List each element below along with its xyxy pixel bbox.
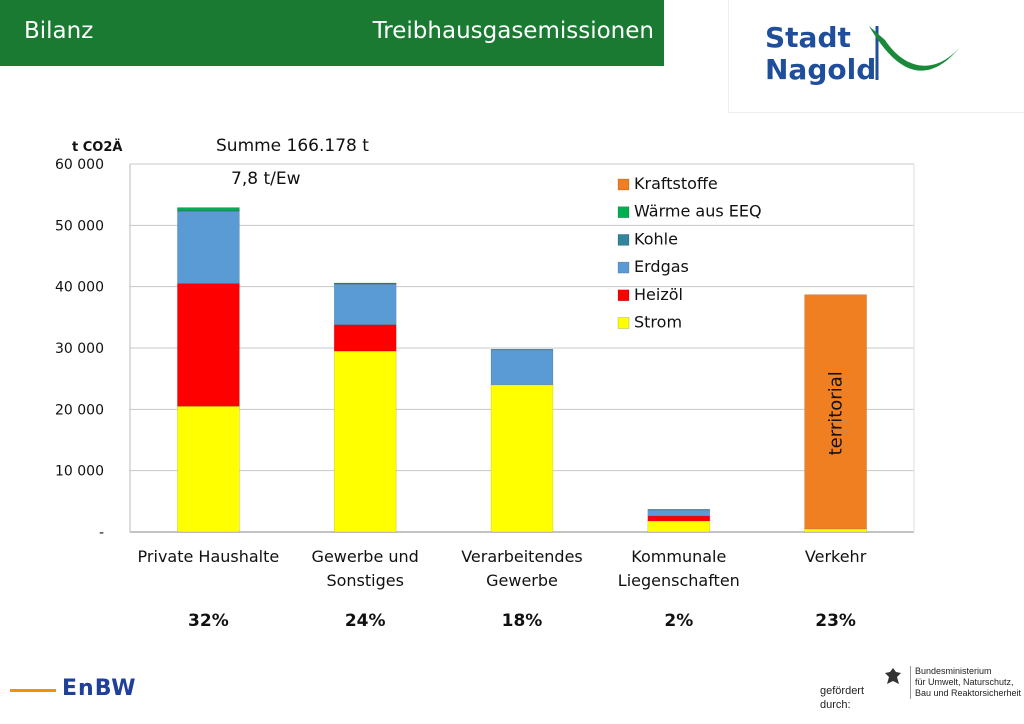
legend-label: Wärme aus EEQ: [634, 202, 762, 221]
y-tick-label: 10 000: [55, 464, 104, 480]
x-tick-label: Verkehr: [805, 547, 867, 566]
bar-segment: [177, 405, 240, 533]
bar-segment: [490, 349, 554, 386]
x-tick-label: Private Haushalte: [138, 547, 280, 566]
share-label: 24%: [345, 611, 386, 631]
x-tick-label: Liegenschaften: [618, 571, 740, 590]
x-tick-label: Gewerbe und: [312, 547, 419, 566]
share-label: 32%: [188, 611, 229, 631]
legend-label: Kraftstoffe: [634, 174, 718, 193]
bar-segment: [177, 207, 240, 211]
per-capita-annotation: 7,8 t/Ew: [231, 169, 301, 189]
legend-swatch: [617, 289, 630, 302]
chart-svg: - 10 000 20 000 30 000 40 000 50 000 60 000 t C…: [55, 136, 915, 631]
legend-swatch: [617, 234, 630, 246]
funded-line-2: durch:: [820, 699, 851, 711]
legend-label: Erdgas: [634, 257, 689, 276]
federal-eagle-icon: [885, 668, 901, 684]
bar-segment: [333, 283, 397, 325]
logo-line-2: Nagold: [765, 53, 877, 86]
bar-segment: [647, 509, 711, 517]
header-title-left: Bilanz: [24, 18, 94, 44]
x-tick-label: Kommunale: [631, 547, 726, 566]
bar-segment: [333, 283, 397, 285]
enbw-line: [10, 689, 56, 692]
legend-swatch: [617, 317, 630, 329]
share-label: 23%: [815, 611, 856, 631]
bar-segment: [333, 324, 397, 352]
y-tick-label: 50 000: [55, 218, 104, 234]
ministry-line-3: Bau und Reaktorsicherheit: [915, 688, 1022, 698]
y-tick-label: 30 000: [55, 341, 104, 357]
share-label: 18%: [502, 611, 543, 631]
territorial-annotation: territorial: [826, 371, 847, 455]
y-tick-label: 40 000: [55, 280, 104, 296]
bar-segment: [177, 210, 240, 284]
bar-segment: [804, 294, 867, 530]
legend-label: Strom: [634, 313, 682, 332]
logo-text: Stadt Nagold: [765, 22, 876, 86]
header-bar: Bilanz Treibhausgasemissionen: [0, 0, 664, 66]
bar-segment: [804, 528, 867, 533]
y-tick-label: 20 000: [55, 402, 104, 418]
legend-label: Heizöl: [634, 285, 683, 304]
bar-segment: [490, 384, 554, 533]
ministry-line-2: für Umwelt, Naturschutz,: [915, 677, 1014, 687]
logo-line-1: Stadt: [765, 21, 851, 54]
ministry-line-1: Bundesministerium: [915, 666, 992, 676]
funded-line-1: gefördert: [820, 685, 865, 697]
bar-segment: [333, 350, 397, 533]
funded-by: gefördert durch:: [820, 684, 864, 712]
legend-swatch: [617, 261, 630, 274]
bar-segment: [647, 509, 711, 511]
ministry-label: Bundesministerium für Umwelt, Naturschut…: [910, 666, 1021, 699]
legend-swatch: [617, 178, 630, 191]
bar-segment: [647, 520, 711, 533]
x-tick-label: Sonstiges: [326, 571, 403, 590]
x-tick-label: Verarbeitendes: [461, 547, 583, 566]
bar-segment: [333, 282, 397, 284]
bar-segment: [177, 283, 240, 407]
enbw-logo: EnBW: [62, 676, 137, 701]
stadt-nagold-logo: Stadt Nagold: [728, 0, 1024, 113]
x-tick-label: Gewerbe: [486, 571, 558, 590]
share-label: 2%: [664, 611, 693, 631]
bar-segment: [490, 348, 554, 351]
logo-swoosh-icon: [869, 26, 961, 80]
y-axis-label: t CO2Ä: [72, 139, 122, 155]
header-title-right: Treibhausgasemissionen: [372, 18, 654, 44]
legend-label: Kohle: [634, 229, 678, 248]
y-tick-label: 60 000: [55, 157, 104, 173]
legend-swatch: [617, 206, 630, 218]
y-tick-label: -: [99, 525, 104, 541]
sum-annotation: Summe 166.178 t: [216, 136, 369, 156]
emissions-chart: - 10 000 20 000 30 000 40 000 50 000 60 000 t C…: [0, 120, 1024, 640]
bar-segment: [647, 515, 711, 522]
